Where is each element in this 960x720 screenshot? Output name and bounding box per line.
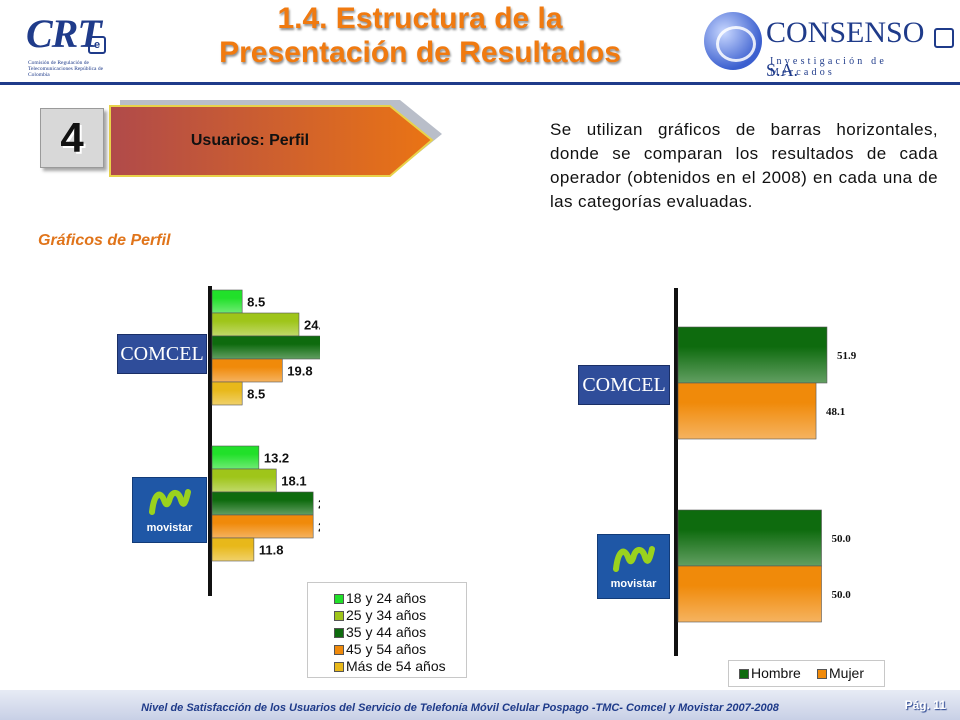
legend-item-mas-de-54-anos: Más de 54 años: [346, 658, 446, 674]
movistar-m-icon: [612, 546, 655, 572]
legend-item-mujer: Mujer: [829, 665, 865, 681]
section-number-badge: 4: [40, 108, 104, 168]
bar-movistar-45-y-54-anos: [211, 514, 314, 539]
movistar-logo-text: movistar: [610, 578, 657, 590]
bar-movistar-18-y-24-anos: [211, 445, 260, 470]
label-comcel-hombre: 51.9: [837, 350, 857, 362]
movistar-logo-text: movistar: [146, 522, 193, 534]
gender-chart-axis: [674, 288, 678, 656]
crt-logo-e-icon: e: [88, 36, 106, 54]
description-text: Se utilizan gráficos de barras horizonta…: [550, 120, 938, 211]
age-bar-chart: 8.524.538.719.88.513.218.128.528.511.8: [208, 286, 320, 596]
comcel-logo-right: COMCEL: [578, 365, 670, 405]
label-comcel-18-y-24-anos: 8.5: [247, 295, 265, 310]
label-comcel-mujer: 48.1: [826, 406, 845, 418]
legend-item-18-y-24-anos: 18 y 24 años: [346, 590, 427, 606]
label-movistar-25-y-34-anos: 18.1: [281, 474, 306, 489]
section-arrow-icon: [109, 100, 442, 177]
legend-swatch-18-y-24-anos: [334, 594, 344, 604]
legend-item-25-y-34-anos: 25 y 34 años: [346, 607, 427, 623]
label-movistar-mas-de-54-anos: 11.8: [259, 543, 284, 558]
footer-bar: [0, 690, 960, 720]
consenso-logo-suffix: S.A.: [766, 60, 799, 80]
legend-swatch-25-y-34-anos: [334, 611, 344, 621]
comcel-logo-left: COMCEL: [117, 334, 207, 374]
bar-comcel-35-y-44-anos: [211, 335, 320, 360]
legend-item-hombre: Hombre: [751, 665, 801, 681]
header-divider: [0, 82, 960, 85]
label-movistar-45-y-54-anos: 28.5: [318, 520, 320, 535]
bar-comcel-mas-de-54-anos: [211, 381, 243, 406]
bar-comcel-mujer: [677, 382, 817, 440]
legend-swatch-hombre: [739, 669, 749, 679]
consenso-logo-name: CONSENSO: [766, 16, 925, 49]
label-comcel-45-y-54-anos: 19.8: [287, 364, 312, 379]
label-movistar-hombre: 50.0: [832, 533, 852, 545]
gender-bar-chart: 51.9 48.1 50.0 50.0: [674, 288, 857, 656]
age-legend: 18 y 24 años 25 y 34 años 35 y 44 años 45 y…: [307, 582, 467, 678]
page-title-line1: 1.4. Estructura de la: [277, 2, 563, 35]
globe-icon: [704, 12, 762, 70]
legend-swatch-35-y-44-anos: [334, 628, 344, 638]
legend-item-45-y-54-anos: 45 y 54 años: [346, 641, 427, 657]
label-movistar-mujer: 50.0: [832, 589, 852, 601]
footer-text: Nivel de Satisfacción de los Usuarios de…: [141, 702, 779, 714]
legend-swatch-mujer: [817, 669, 827, 679]
age-chart-axis: [208, 286, 212, 596]
legend-item-35-y-44-anos: 35 y 44 años: [346, 624, 427, 640]
bar-movistar-35-y-44-anos: [211, 491, 314, 516]
bar-comcel-45-y-54-anos: [211, 358, 283, 383]
section-label: Usuarios: Perfil: [190, 132, 310, 149]
bar-comcel-18-y-24-anos: [211, 289, 243, 314]
bar-movistar-mujer: [677, 565, 822, 623]
gender-legend: Hombre Mujer: [728, 660, 885, 687]
bar-comcel-25-y-34-anos: [211, 312, 300, 337]
bar-movistar-hombre: [677, 509, 822, 567]
label-movistar-18-y-24-anos: 13.2: [264, 451, 289, 466]
bar-comcel-hombre: [677, 326, 828, 384]
comcel-logo-text: COMCEL: [120, 343, 204, 365]
section-subtitle: Gráficos de Perfil: [38, 232, 171, 249]
crt-logo-subtitle: Comisión de Regulación de Telecomunicaci…: [28, 60, 104, 78]
page-title-line2: Presentación de Resultados: [219, 36, 621, 69]
legend-swatch-mas-de-54-anos: [334, 662, 344, 672]
label-movistar-35-y-44-anos: 28.5: [318, 497, 320, 512]
consenso-badge-icon: [934, 28, 954, 48]
label-comcel-mas-de-54-anos: 8.5: [247, 387, 265, 402]
movistar-logo-right: movistar: [597, 534, 670, 599]
movistar-logo-left: movistar: [132, 477, 207, 543]
movistar-m-icon: [148, 489, 191, 515]
consenso-logo: CONSENSO S.A. Investigación de Mercados: [700, 8, 956, 80]
bar-movistar-25-y-34-anos: [211, 468, 277, 493]
bar-movistar-mas-de-54-anos: [211, 537, 255, 562]
page-title: 1.4. Estructura de la Presentación de Re…: [110, 2, 730, 70]
comcel-logo-text: COMCEL: [582, 374, 666, 396]
legend-swatch-45-y-54-anos: [334, 645, 344, 655]
label-comcel-25-y-34-anos: 24.5: [304, 318, 320, 333]
section-number: 4: [60, 114, 84, 161]
crt-logo: CRT e Comisión de Regulación de Telecomu…: [8, 6, 108, 80]
consenso-logo-tagline: Investigación de Mercados: [770, 56, 888, 78]
page-number: Pág. 11: [904, 698, 946, 712]
